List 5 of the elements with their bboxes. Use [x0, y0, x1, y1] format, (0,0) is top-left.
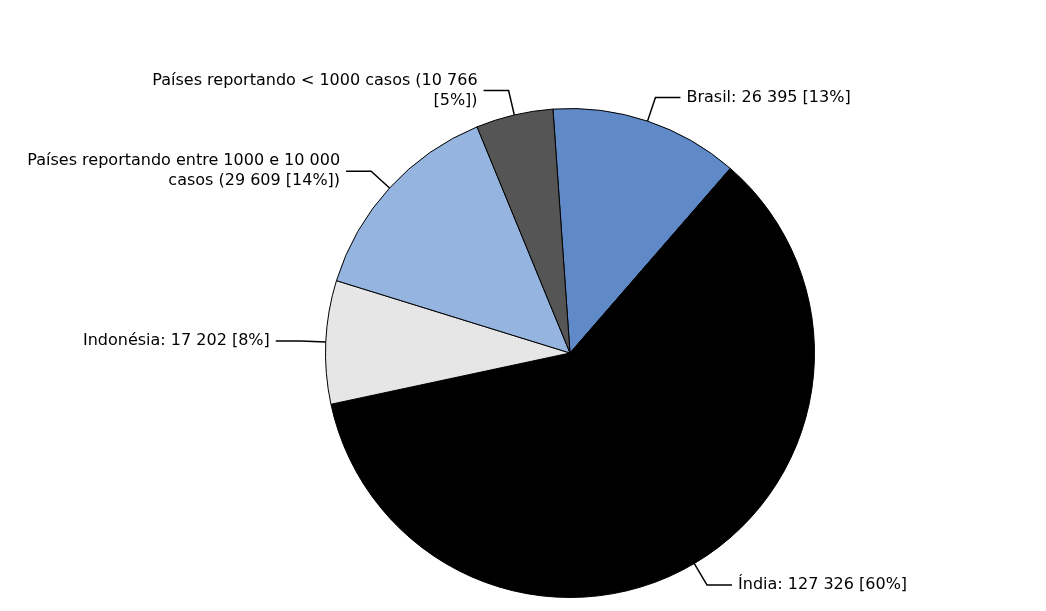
slice-label: Países reportando entre 1000 e 10 000 casos (29 609 [14%]) [27, 150, 341, 190]
slice-label: Indonésia: 17 202 [8%] [82, 330, 270, 350]
slice-label: Índia: 127 326 [60%] [738, 574, 908, 594]
slice-label: Brasil: 26 395 [13%] [686, 86, 851, 106]
slice-label: Países reportando < 1000 casos (10 766 [5%]) [152, 69, 478, 109]
